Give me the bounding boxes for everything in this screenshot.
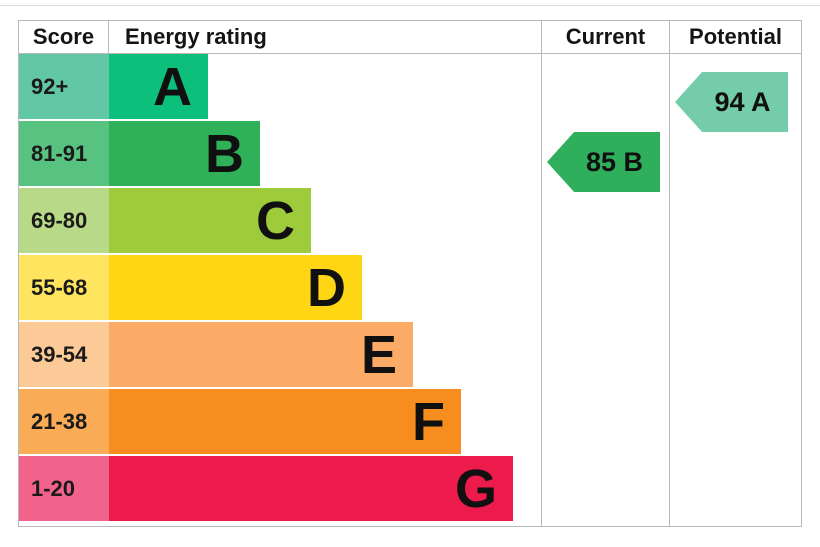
band-score-range: 81-91 xyxy=(19,121,109,188)
band-bar: B xyxy=(109,121,260,188)
energy-band-row-f: 21-38 F xyxy=(19,389,801,456)
energy-band-row-d: 55-68 D xyxy=(19,255,801,322)
band-score-range: 69-80 xyxy=(19,188,109,255)
band-bar: G xyxy=(109,456,513,523)
current-rating-arrow: 85 B xyxy=(547,132,660,192)
current-rating-label: 85 B xyxy=(585,146,644,177)
epc-table: Score Energy rating Current Potential 92… xyxy=(18,20,802,527)
energy-band-row-c: 69-80 C xyxy=(19,188,801,255)
band-letter: C xyxy=(256,190,295,251)
energy-band-row-a: 92+ A xyxy=(19,54,801,121)
energy-band-rows: 92+ A 81-91 B 69-80 C 55-68 D 39-54 E 21… xyxy=(19,54,801,526)
band-letter: B xyxy=(205,123,244,184)
potential-rating-arrow: 94 A xyxy=(675,72,788,132)
band-letter: D xyxy=(307,257,346,318)
header-potential: Potential xyxy=(669,21,801,53)
band-letter: A xyxy=(153,56,192,117)
current-column-divider xyxy=(541,54,542,526)
energy-band-row-b: 81-91 B xyxy=(19,121,801,188)
header-energy-rating: Energy rating xyxy=(125,24,267,49)
table-header-row: Score Energy rating Current Potential xyxy=(19,21,801,54)
energy-band-row-e: 39-54 E xyxy=(19,322,801,389)
band-letter: G xyxy=(454,458,497,519)
potential-rating-label: 94 A xyxy=(714,86,771,117)
header-current: Current xyxy=(541,21,669,53)
potential-column-divider xyxy=(669,54,670,526)
band-letter: E xyxy=(360,324,397,385)
header-score: Score xyxy=(19,21,109,53)
band-bar: E xyxy=(109,322,413,389)
band-letter: F xyxy=(412,391,445,452)
band-score-range: 92+ xyxy=(19,54,109,121)
band-score-range: 21-38 xyxy=(19,389,109,456)
energy-band-row-g: 1-20 G xyxy=(19,456,801,523)
band-bar: D xyxy=(109,255,362,322)
band-score-range: 55-68 xyxy=(19,255,109,322)
band-bar: F xyxy=(109,389,461,456)
page-top-divider xyxy=(0,5,820,6)
band-score-range: 39-54 xyxy=(19,322,109,389)
band-bar: A xyxy=(109,54,208,121)
band-bar: C xyxy=(109,188,311,255)
band-score-range: 1-20 xyxy=(19,456,109,523)
